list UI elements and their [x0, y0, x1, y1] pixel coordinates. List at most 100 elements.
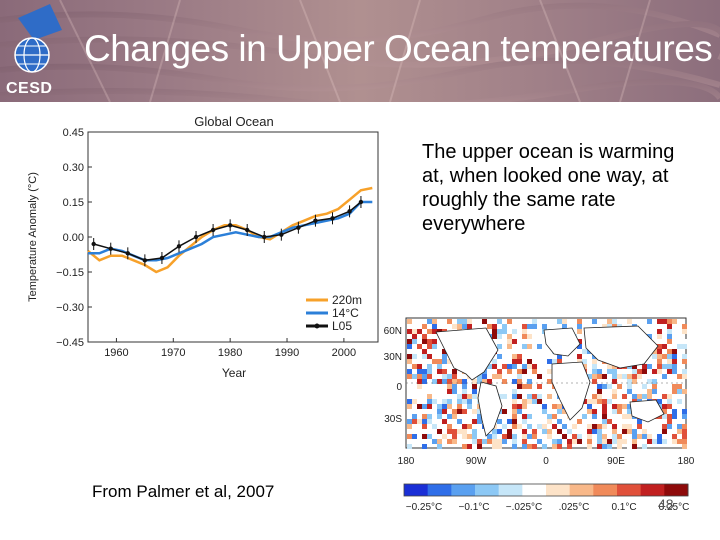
logo-wing: [18, 4, 62, 40]
map-cell: [522, 324, 527, 329]
continents: [435, 325, 665, 437]
map-cell: [412, 389, 417, 394]
y-tick-label: −0.45: [56, 337, 84, 349]
map-cell: [672, 359, 677, 364]
map-cell: [652, 349, 657, 354]
map-cell: [412, 344, 417, 349]
map-cell: [602, 414, 607, 419]
lon-label: 180: [398, 456, 415, 467]
map-cell: [517, 379, 522, 384]
slide-number: 48: [658, 496, 674, 512]
map-cell: [447, 414, 452, 419]
map-colorbar: −0.25°C −0.1°C −.025°C .025°C 0.1°C 0.25°C: [403, 483, 689, 513]
map-cell: [612, 409, 617, 414]
map-cell: [657, 399, 662, 404]
logo-text: CESD: [6, 80, 53, 97]
map-cell: [587, 424, 592, 429]
map-cell: [637, 434, 642, 439]
map-cell: [457, 404, 462, 409]
ocean-warming-map: 60N 30N 0 30S 180 90W 0 90E 180: [384, 317, 695, 467]
map-cell: [612, 404, 617, 409]
map-cell: [622, 439, 627, 444]
map-cell: [602, 424, 607, 429]
map-cell: [592, 429, 597, 434]
map-cell: [682, 409, 687, 414]
map-cell: [432, 344, 437, 349]
map-cell: [517, 399, 522, 404]
map-cell: [487, 439, 492, 444]
data-point: [210, 227, 216, 233]
map-cell: [507, 429, 512, 434]
map-cell: [587, 429, 592, 434]
map-cell: [472, 379, 477, 384]
map-cell: [457, 379, 462, 384]
map-cell: [432, 424, 437, 429]
map-cell: [457, 409, 462, 414]
map-cell: [682, 359, 687, 364]
map-cell: [432, 409, 437, 414]
map-cell: [462, 374, 467, 379]
map-cell: [667, 339, 672, 344]
map-cell: [602, 374, 607, 379]
map-cell: [502, 324, 507, 329]
map-cell: [667, 379, 672, 384]
map-cell: [447, 374, 452, 379]
map-cell: [457, 324, 462, 329]
map-cell: [677, 429, 682, 434]
map-cell: [567, 354, 572, 359]
map-cell: [612, 434, 617, 439]
map-cell: [432, 339, 437, 344]
map-cell: [627, 374, 632, 379]
map-cell: [512, 419, 517, 424]
map-cell: [422, 434, 427, 439]
map-cell: [682, 354, 687, 359]
map-cell: [512, 339, 517, 344]
map-cell: [537, 374, 542, 379]
map-cell: [457, 429, 462, 434]
map-cell: [517, 424, 522, 429]
map-cell: [597, 444, 602, 449]
map-cell: [492, 324, 497, 329]
map-cell: [527, 444, 532, 449]
map-cell: [532, 369, 537, 374]
map-cell: [657, 329, 662, 334]
map-cell: [467, 379, 472, 384]
map-cell: [462, 434, 467, 439]
map-cell: [617, 444, 622, 449]
map-cell: [592, 424, 597, 429]
map-cell: [452, 369, 457, 374]
map-cell: [502, 364, 507, 369]
map-cell: [422, 339, 427, 344]
map-cell: [612, 374, 617, 379]
map-cell: [407, 329, 412, 334]
map-cell: [612, 424, 617, 429]
map-cell: [407, 359, 412, 364]
map-cell: [462, 399, 467, 404]
map-cell: [547, 369, 552, 374]
map-cell: [502, 349, 507, 354]
map-cell: [442, 359, 447, 364]
map-cell: [522, 344, 527, 349]
map-cell: [667, 359, 672, 364]
map-cell: [522, 399, 527, 404]
map-cell: [547, 414, 552, 419]
map-cell: [532, 364, 537, 369]
map-cell: [442, 349, 447, 354]
map-cell: [642, 429, 647, 434]
map-cell: [477, 419, 482, 424]
map-cell: [557, 354, 562, 359]
map-cell: [592, 409, 597, 414]
map-cell: [517, 384, 522, 389]
map-cell: [557, 359, 562, 364]
map-cell: [592, 359, 597, 364]
map-cell: [517, 354, 522, 359]
map-cell: [587, 444, 592, 449]
data-point: [245, 227, 250, 233]
map-cell: [647, 319, 652, 324]
map-cell: [667, 414, 672, 419]
map-cell: [582, 399, 587, 404]
map-cell: [522, 429, 527, 434]
map-cell: [672, 354, 677, 359]
y-axis-label: Temperature Anomaly (°C): [27, 172, 39, 302]
y-tick-label: 0.00: [63, 232, 84, 244]
